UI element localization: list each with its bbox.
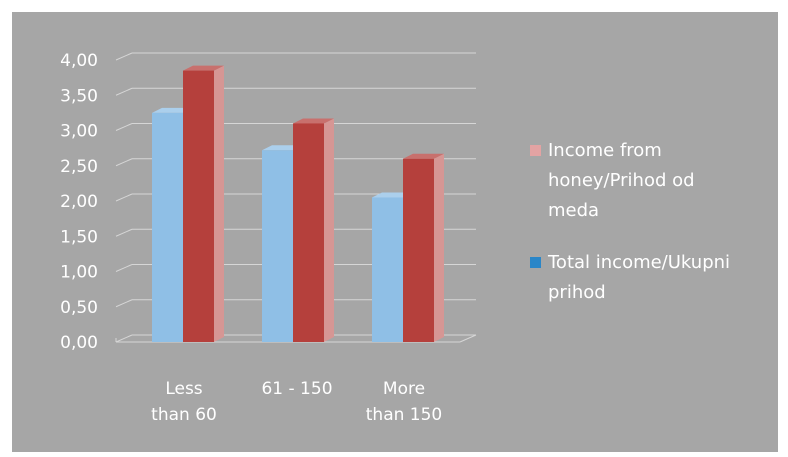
bar-top bbox=[262, 145, 303, 151]
bars bbox=[152, 65, 444, 342]
y-tick-label: 3,00 bbox=[60, 122, 98, 142]
gridline-diag bbox=[115, 87, 133, 96]
gridline-diag bbox=[115, 193, 133, 202]
bar-front bbox=[183, 70, 214, 342]
bar-top bbox=[372, 192, 413, 198]
x-tick-label: More bbox=[383, 379, 425, 399]
bar-front bbox=[262, 150, 293, 342]
y-tick-label: 2,00 bbox=[60, 192, 98, 212]
bar-top bbox=[403, 153, 444, 159]
gridline-diag bbox=[115, 334, 133, 343]
y-tick-label: 1,50 bbox=[60, 227, 98, 247]
y-axis: 0,00 0,50 1,00 1,50 2,00 2,50 3,00 3,50 4,00 bbox=[60, 51, 98, 353]
y-tick-label: 0,50 bbox=[60, 298, 98, 318]
x-tick-label: 61 - 150 bbox=[261, 379, 332, 399]
legend-label: Income from bbox=[548, 140, 662, 161]
legend-label: Total income/Ukupni bbox=[547, 252, 730, 273]
legend-swatch bbox=[530, 145, 541, 156]
y-tick-label: 0,00 bbox=[60, 333, 98, 353]
bar-side bbox=[214, 65, 224, 342]
bar-front bbox=[152, 112, 183, 342]
bar-side bbox=[324, 118, 334, 342]
chart-area: 0,00 0,50 1,00 1,50 2,00 2,50 3,00 3,50 4,00 Les… bbox=[12, 12, 778, 452]
y-tick-label: 1,00 bbox=[60, 263, 98, 283]
gridline-diag bbox=[115, 158, 133, 167]
bar bbox=[293, 118, 334, 342]
gridline-diag bbox=[115, 228, 133, 237]
y-tick-label: 3,50 bbox=[60, 86, 98, 106]
legend: Income from honey/Prihod od meda Total inco… bbox=[530, 140, 730, 303]
bar-side bbox=[434, 153, 444, 342]
x-tick-label: than 150 bbox=[366, 405, 442, 425]
floor-edge bbox=[459, 334, 477, 343]
legend-label: meda bbox=[548, 200, 599, 221]
x-tick-label: Less bbox=[165, 379, 202, 399]
bar-front bbox=[293, 123, 324, 342]
gridline-diag bbox=[115, 52, 133, 61]
legend-label: prihod bbox=[548, 282, 606, 303]
y-tick-label: 4,00 bbox=[60, 51, 98, 71]
gridline-diag bbox=[115, 264, 133, 272]
bar-top bbox=[293, 118, 334, 124]
bar-top bbox=[183, 65, 224, 71]
bar-chart: 0,00 0,50 1,00 1,50 2,00 2,50 3,00 3,50 4,00 Les… bbox=[60, 51, 730, 425]
x-axis-labels: Less than 60 61 - 150 More than 150 bbox=[151, 379, 442, 425]
x-tick-label: than 60 bbox=[151, 405, 217, 425]
y-tick-label: 2,50 bbox=[60, 157, 98, 177]
bar bbox=[183, 65, 224, 342]
gridline-diag bbox=[115, 299, 133, 308]
legend-swatch bbox=[530, 257, 541, 268]
bar-front bbox=[372, 197, 403, 342]
legend-label: honey/Prihod od bbox=[548, 170, 695, 191]
bar bbox=[403, 153, 444, 342]
gridline-diag bbox=[115, 123, 133, 131]
bar-front bbox=[403, 158, 434, 342]
bar-top bbox=[152, 107, 193, 113]
